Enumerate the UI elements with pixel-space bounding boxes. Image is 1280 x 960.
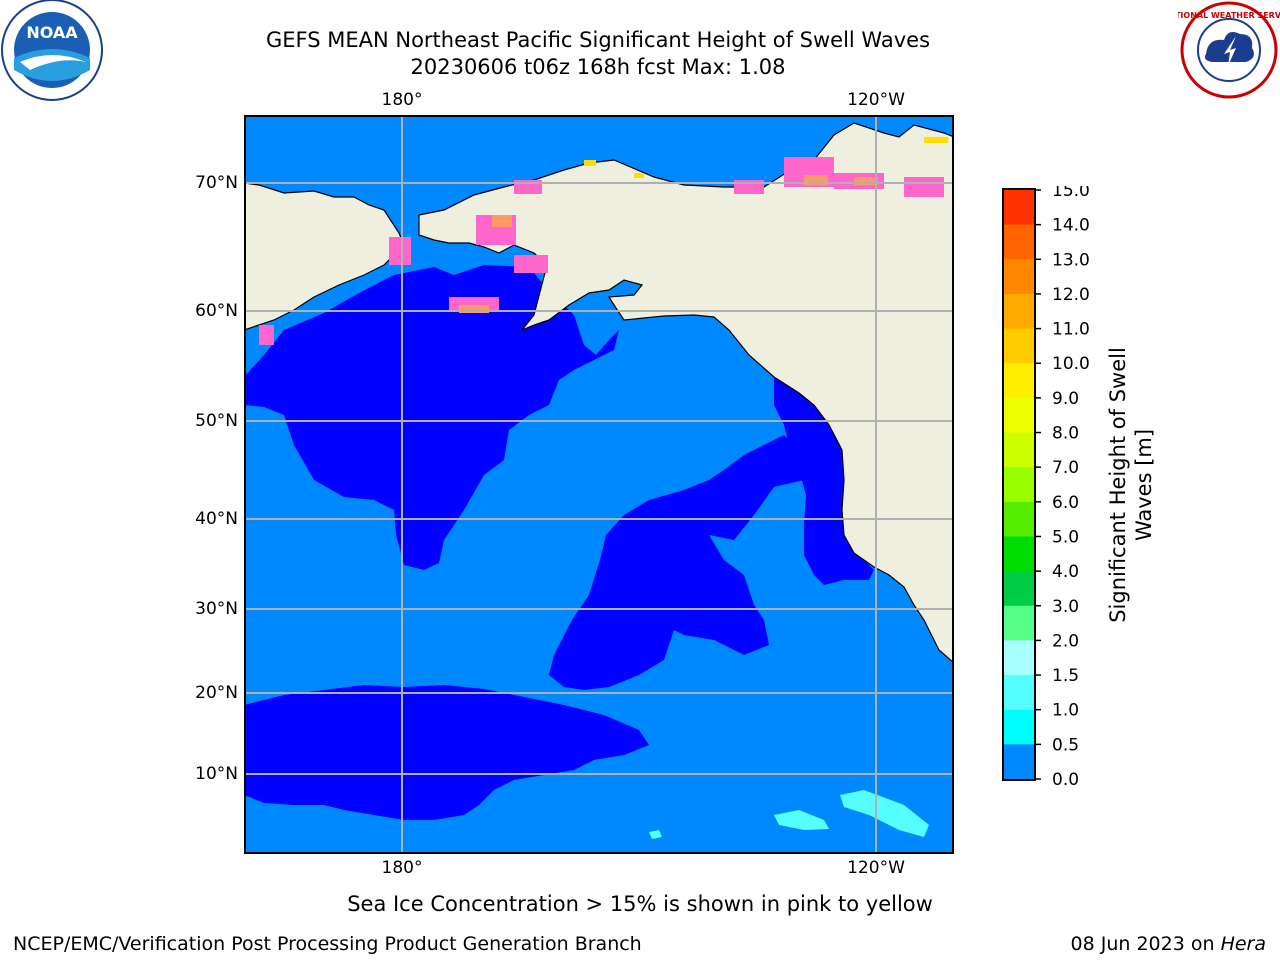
nws-logo: NATIONAL WEATHER SERVICE [1178,1,1280,99]
colorbar-tick-label: 11.0 [1052,320,1090,340]
colorbar-tick-label: 0.0 [1052,770,1079,786]
colorbar-tick-label: 6.0 [1052,493,1079,513]
colorbar-label-line1: Significant Height of Swell [1106,347,1130,623]
sea-ice-note: Sea Ice Concentration > 15% is shown in … [0,892,1280,916]
colorbar-cell [1004,709,1034,745]
map-frame [244,115,954,854]
colorbar-cell [1004,571,1034,607]
colorbar-cell [1004,536,1034,572]
credit-text: NCEP/EMC/Verification Post Processing Pr… [13,933,642,955]
low-swell-coastal-region [774,373,874,585]
date-text: 08 Jun 2023 on [1070,933,1221,955]
colorbar-tick-label: 5.0 [1052,527,1079,547]
colorbar-frame [1002,188,1036,781]
nws-logo-text: NATIONAL WEATHER SERVICE [1178,11,1280,20]
map-panel [244,115,954,854]
colorbar-tick-label: 14.0 [1052,216,1090,236]
colorbar-tick-label: 15.0 [1052,186,1090,201]
lat-label-50n: 50°N [195,411,238,431]
noaa-logo: NOAA [1,0,103,101]
cyan-patch-1 [840,790,929,837]
colorbar-cell [1004,501,1034,538]
colorbar-cell [1004,744,1034,780]
host-name: Hera [1220,933,1266,955]
colorbar-tick-label: 3.0 [1052,597,1079,617]
low-swell-north-region [244,265,619,570]
colorbar-tick-label: 8.0 [1052,424,1079,444]
noaa-logo-text: NOAA [26,23,78,42]
colorbar: 15.0 14.0 13.0 12.0 11.0 10.0 9.0 8.0 7.0 6.0 5.0 4… [1002,186,1090,786]
colorbar-cell [1004,363,1034,399]
date-stamp: 08 Jun 2023 on Hera [1071,933,1266,955]
lat-label-30n: 30°N [195,599,238,619]
colorbar-cell [1004,224,1034,260]
lat-label-60n: 60°N [195,301,238,321]
colorbar-cell [1004,675,1034,711]
low-swell-central-region [549,435,804,690]
colorbar-label: Significant Height of Swell Waves [m] [1105,347,1157,623]
sea-ice-note-text: Sea Ice Concentration > 15% is shown in … [347,892,933,916]
lat-label-70n: 70°N [195,173,238,193]
colorbar-tick-label: 9.0 [1052,389,1079,409]
colorbar-label-line2: Waves [m] [1132,428,1156,542]
colorbar-tick-label: 0.5 [1052,735,1079,755]
colorbar-tick-label: 1.0 [1052,701,1079,721]
colorbar-cell [1004,640,1034,676]
colorbar-ticks: 15.0 14.0 13.0 12.0 11.0 10.0 9.0 8.0 7.0 6.0 5.0 4… [1035,186,1090,786]
lon-label-bottom-120w: 120°W [847,858,905,878]
lat-label-40n: 40°N [195,509,238,529]
chart-title-line2: 20230606 t06z 168h fcst Max: 1.08 [410,55,786,79]
lon-label-bottom-180: 180° [381,858,423,878]
sea-ice-yellow [584,137,948,178]
colorbar-tick-label: 10.0 [1052,354,1090,374]
colorbar-cell [1004,293,1034,330]
sea-ice-highlights [459,175,878,313]
colorbar-tick-label: 7.0 [1052,458,1079,478]
colorbar-cells [1004,190,1034,780]
lon-label-top-120w: 120°W [847,90,905,110]
colorbar-cell [1004,259,1034,295]
chart-title-line1: GEFS MEAN Northeast Pacific Significant … [265,28,931,52]
cyan-patch-2 [774,810,829,830]
lat-label-10n: 10°N [195,764,238,784]
colorbar-tick-label: 4.0 [1052,562,1079,582]
colorbar-tick-label: 12.0 [1052,285,1090,305]
colorbar-cell [1004,397,1034,434]
colorbar-cell [1004,605,1034,642]
low-swell-tropical-region [244,685,649,820]
colorbar-cell [1004,467,1034,503]
cyan-patch-3 [649,830,662,839]
colorbar-tick-label: 1.5 [1052,666,1079,686]
colorbar-cell [1004,328,1034,364]
colorbar-tick-label: 13.0 [1052,250,1090,270]
lat-label-20n: 20°N [195,683,238,703]
colorbar-cell [1004,190,1034,226]
graticule [244,115,954,854]
lon-label-top-180: 180° [381,90,423,110]
colorbar-tick-label: 2.0 [1052,631,1079,651]
colorbar-cell [1004,432,1034,468]
